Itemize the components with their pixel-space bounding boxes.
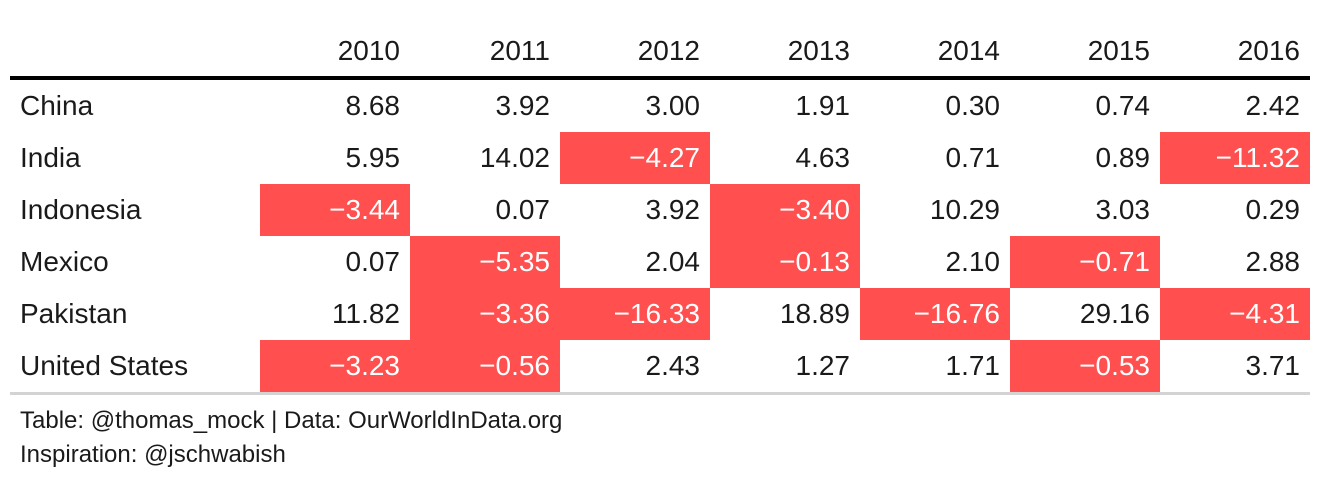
value-cell-negative: −0.56 bbox=[410, 340, 560, 395]
value-cell: 0.07 bbox=[495, 194, 551, 225]
growth-table: 2010 2011 2012 2013 2014 2015 2016 China 8.68 3.… bbox=[10, 26, 1310, 395]
source-note: Table: @thomas_mock | Data: OurWorldInDa… bbox=[20, 407, 563, 434]
table-row: United States −3.23 −0.56 2.43 1.27 1.71 −0.53… bbox=[10, 340, 1310, 395]
value-cell: 3.92 bbox=[645, 194, 701, 225]
value-cell: 1.91 bbox=[795, 90, 851, 121]
value-cell: 3.71 bbox=[1160, 340, 1310, 395]
growth-table-container: 2010 2011 2012 2013 2014 2015 2016 China 8.68 3.… bbox=[10, 26, 1310, 472]
table-header: 2010 2011 2012 2013 2014 2015 2016 bbox=[10, 26, 1310, 80]
value-cell: 0.07 bbox=[345, 246, 401, 277]
value-cell-negative: −3.40 bbox=[710, 184, 860, 236]
value-cell-negative: −0.53 bbox=[1010, 340, 1160, 395]
value-cell: 2.42 bbox=[1245, 90, 1301, 121]
value-cell: 0.71 bbox=[945, 142, 1001, 173]
value-cell: 0.74 bbox=[1095, 90, 1151, 121]
value-cell: 1.71 bbox=[860, 340, 1010, 395]
value-cell: 11.82 bbox=[332, 298, 400, 329]
value-cell: 3.92 bbox=[495, 90, 551, 121]
value-cell: 1.27 bbox=[710, 340, 860, 395]
country-label: Indonesia bbox=[20, 194, 142, 225]
value-cell: 0.30 bbox=[945, 90, 1001, 121]
value-cell: 8.68 bbox=[345, 90, 401, 121]
value-cell-negative: −16.76 bbox=[860, 288, 1010, 340]
column-header-2010: 2010 bbox=[260, 26, 410, 80]
value-cell: 10.29 bbox=[929, 194, 1000, 225]
column-header-2011: 2011 bbox=[410, 26, 560, 80]
value-cell: 2.04 bbox=[645, 246, 701, 277]
value-cell-negative: −0.13 bbox=[710, 236, 860, 288]
value-cell: 3.03 bbox=[1095, 194, 1151, 225]
country-label: China bbox=[20, 90, 94, 121]
value-cell: 2.10 bbox=[945, 246, 1001, 277]
header-corner bbox=[10, 26, 260, 80]
table-row: India 5.95 14.02 −4.27 4.63 0.71 0.89 −11.32 bbox=[10, 132, 1310, 184]
column-header-2013: 2013 bbox=[710, 26, 860, 80]
country-label: United States bbox=[10, 340, 260, 395]
column-header-2015: 2015 bbox=[1010, 26, 1160, 80]
inspiration-note: Inspiration: @jschwabish bbox=[20, 441, 286, 468]
value-cell: 0.89 bbox=[1095, 142, 1151, 173]
value-cell-negative: −4.27 bbox=[560, 132, 710, 184]
value-cell: 18.89 bbox=[779, 298, 850, 329]
table-row: Indonesia −3.44 0.07 3.92 −3.40 10.29 3.03 0.29 bbox=[10, 184, 1310, 236]
value-cell-negative: −4.31 bbox=[1160, 288, 1310, 340]
value-cell: 2.43 bbox=[560, 340, 710, 395]
value-cell-negative: −16.33 bbox=[560, 288, 710, 340]
value-cell-negative: −3.36 bbox=[410, 288, 560, 340]
value-cell-negative: −11.32 bbox=[1160, 132, 1310, 184]
table-body: China 8.68 3.92 3.00 1.91 0.30 0.74 2.42 India 5.… bbox=[10, 78, 1310, 395]
header-row: 2010 2011 2012 2013 2014 2015 2016 bbox=[10, 26, 1310, 80]
column-header-2012: 2012 bbox=[560, 26, 710, 80]
value-cell: 29.16 bbox=[1079, 298, 1150, 329]
table-row: China 8.68 3.92 3.00 1.91 0.30 0.74 2.42 bbox=[10, 78, 1310, 132]
value-cell: 2.88 bbox=[1245, 246, 1301, 277]
value-cell-negative: −3.44 bbox=[260, 184, 410, 236]
column-header-2016: 2016 bbox=[1160, 26, 1310, 80]
country-label: Mexico bbox=[20, 246, 109, 277]
value-cell: 5.95 bbox=[345, 142, 401, 173]
value-cell: 14.02 bbox=[479, 142, 550, 173]
value-cell: 3.00 bbox=[645, 90, 701, 121]
table-row: Pakistan 11.82 −3.36 −16.33 18.89 −16.76 29.16… bbox=[10, 288, 1310, 340]
table-row: Mexico 0.07 −5.35 2.04 −0.13 2.10 −0.71 2.88 bbox=[10, 236, 1310, 288]
value-cell: 0.29 bbox=[1245, 194, 1301, 225]
value-cell-negative: −5.35 bbox=[410, 236, 560, 288]
country-label: Pakistan bbox=[20, 298, 128, 329]
value-cell-negative: −0.71 bbox=[1010, 236, 1160, 288]
table-footer: Table: @thomas_mock | Data: OurWorldInDa… bbox=[10, 404, 1310, 472]
column-header-2014: 2014 bbox=[860, 26, 1010, 80]
value-cell: 4.63 bbox=[795, 142, 851, 173]
value-cell-negative: −3.23 bbox=[260, 340, 410, 395]
country-label: India bbox=[20, 142, 81, 173]
